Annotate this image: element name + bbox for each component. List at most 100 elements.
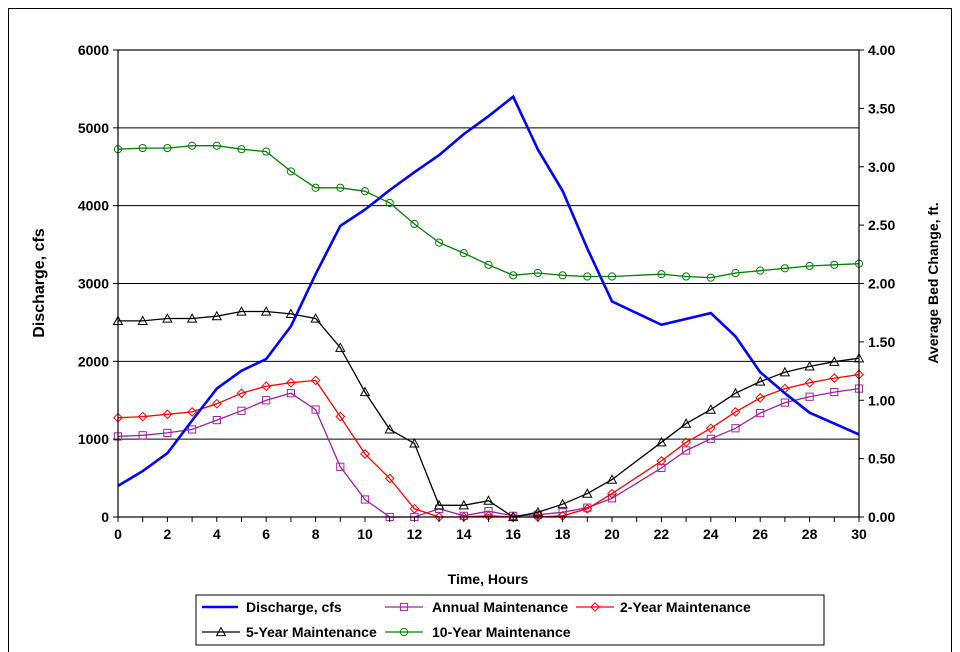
data-point: [582, 488, 593, 498]
x-axis-label: Time, Hours: [448, 571, 529, 587]
data-point: [458, 499, 470, 510]
data-point: [805, 392, 814, 401]
chart-frame: [8, 8, 952, 652]
data-point: [557, 498, 568, 509]
data-point: [310, 313, 321, 323]
data-point: [706, 273, 715, 282]
series-layer: [112, 94, 865, 522]
right-tick-label: 4.00: [868, 42, 895, 58]
data-point: [212, 141, 221, 150]
data-point: [483, 495, 494, 505]
data-point: [731, 424, 740, 433]
left-axis-label: Discharge, cfs: [31, 228, 48, 337]
x-tick-label: 8: [312, 526, 320, 542]
data-point: [236, 388, 247, 399]
legend-marker: [399, 602, 409, 612]
data-point: [829, 356, 840, 366]
series-line-5-year-maintenance: [118, 310, 860, 518]
x-tick-label: 20: [604, 526, 620, 542]
data-point: [336, 183, 345, 192]
data-point: [359, 386, 371, 397]
data-point: [335, 411, 346, 422]
data-point: [188, 141, 197, 150]
data-point: [137, 411, 148, 422]
x-tick-label: 4: [213, 526, 221, 542]
legend-label: Discharge, cfs: [246, 599, 342, 615]
data-point: [285, 308, 297, 318]
data-point: [360, 187, 370, 196]
data-point: [260, 306, 272, 316]
data-point: [261, 381, 272, 392]
x-tick-label: 24: [703, 526, 719, 542]
data-point: [459, 249, 468, 258]
data-point: [607, 488, 617, 499]
data-point: [286, 389, 295, 398]
data-point: [138, 143, 147, 153]
data-point: [385, 198, 394, 208]
left-tick-label: 2000: [78, 353, 109, 369]
axes: 0 1000 2000 3000 4000 5000 6000 0.00 0.50 1.00 1.5…: [78, 42, 896, 542]
data-point: [311, 405, 320, 414]
legend-label: 5-Year Maintenance: [246, 624, 377, 640]
data-point: [484, 260, 493, 269]
data-point: [236, 306, 247, 316]
data-point: [706, 434, 715, 443]
data-point: [805, 261, 814, 271]
series-line-annual-maintenance: [117, 387, 860, 518]
data-point: [607, 272, 617, 281]
legend-entry-2-year-maintenance: 2-Year Maintenance: [576, 599, 751, 615]
right-tick-label: 1.00: [868, 392, 895, 408]
data-point: [163, 428, 172, 438]
data-point: [657, 270, 666, 279]
data-point: [384, 423, 395, 434]
data-point: [360, 495, 370, 504]
legend-marker: [215, 626, 227, 637]
left-tick-label: 1000: [78, 431, 109, 447]
legend-entry-discharge-cfs: Discharge, cfs: [202, 599, 342, 615]
data-point: [162, 409, 173, 420]
data-point: [286, 167, 295, 176]
data-point: [830, 260, 839, 269]
right-tick-label: 3.50: [868, 100, 895, 116]
data-point: [532, 506, 544, 517]
right-tick-label: 2.50: [868, 217, 895, 233]
legend-entry-5-year-maintenance: 5-Year Maintenance: [202, 624, 377, 640]
right-tick-label: 2.00: [868, 276, 895, 292]
data-point: [211, 398, 222, 409]
right-tick-label: 3.00: [868, 159, 895, 175]
legend-label: 10-Year Maintenance: [432, 624, 571, 640]
series-line-discharge-cfs: [117, 94, 860, 488]
x-tick-label: 10: [357, 526, 373, 542]
legend-label: Annual Maintenance: [432, 599, 568, 615]
x-tick-label: 26: [752, 526, 768, 542]
series-5-year-maintenance: [112, 306, 865, 522]
data-point: [237, 145, 246, 154]
data-point: [681, 437, 692, 448]
data-point: [756, 408, 765, 418]
data-point: [211, 310, 223, 321]
x-tick-label: 18: [555, 526, 571, 542]
gridlines: [118, 127, 859, 440]
data-point: [705, 423, 716, 434]
data-point: [730, 407, 741, 417]
data-point: [804, 360, 815, 371]
data-point: [187, 407, 198, 417]
data-point: [336, 462, 345, 471]
data-point: [779, 366, 791, 377]
right-tick-label: 1.50: [868, 334, 895, 350]
data-point: [804, 377, 815, 388]
data-point: [262, 396, 271, 405]
right-tick-label: 0.50: [868, 451, 895, 467]
data-point: [830, 387, 839, 397]
data-point: [657, 463, 666, 473]
series-10-year-maintenance: [113, 141, 864, 282]
legend-marker: [590, 602, 600, 612]
data-point: [285, 377, 296, 388]
data-point: [731, 268, 740, 278]
left-tick-label: 3000: [78, 276, 109, 292]
x-tick-label: 2: [164, 526, 172, 542]
legend-entry-10-year-maintenance: 10-Year Maintenance: [385, 624, 571, 640]
data-point: [780, 264, 790, 273]
right-axis-label: Average Bed Change, ft.: [925, 202, 941, 363]
x-tick-label: 28: [802, 526, 818, 542]
